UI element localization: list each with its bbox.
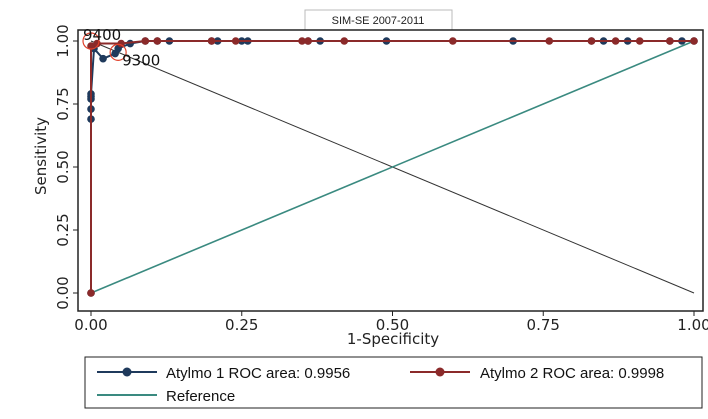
legend-marker-atylmo2 (435, 367, 445, 377)
x-tick-label: 1.00 (677, 316, 708, 334)
legend-label-reference: Reference (166, 388, 235, 405)
x-tick-label: 0.75 (527, 316, 560, 334)
atylmo2-roc-point (87, 42, 95, 50)
x-tick-label: 0.25 (225, 316, 258, 334)
atylmo2-roc-point (545, 37, 554, 45)
legend-label-atylmo1: Atylmo 1 ROC area: 0.9956 (166, 365, 350, 382)
x-axis: 0.00 0.25 0.50 0.75 1.00 (74, 310, 708, 334)
legend-label-atylmo2: Atylmo 2 ROC area: 0.9998 (480, 365, 664, 382)
annotation-circle (109, 43, 127, 61)
annotation-label: 9300 (122, 51, 160, 69)
atylmo2-roc-point (449, 37, 457, 45)
x-tick-label: 0.50 (376, 316, 409, 334)
plot-frame (77, 29, 704, 312)
atylmo1-roc-point (99, 54, 107, 63)
reference-line (90, 40, 695, 294)
atylmo2-roc-point (304, 37, 312, 45)
chart-title: SIM-SE 2007-2011 (332, 15, 425, 27)
atylmo2-roc-point (611, 37, 620, 45)
x-axis-title: 1-Specificity (347, 330, 439, 348)
atylmo2-roc-point (141, 37, 150, 45)
x-tick-label: 0.00 (74, 316, 107, 334)
legend-marker-atylmo1 (122, 367, 132, 377)
annotation-label: 9400 (83, 26, 121, 44)
y-tick-label: 0.25 (54, 213, 72, 246)
y-tick-label: 0.75 (54, 87, 72, 120)
y-axis-title: Sensitivity (32, 117, 50, 195)
atylmo2-roc-point (690, 37, 698, 45)
atylmo2-roc-point (298, 37, 306, 45)
annotation-circle (82, 32, 100, 50)
atylmo2-roc-point (153, 37, 162, 45)
y-tick-label: 0.50 (54, 150, 72, 183)
series-layer (87, 37, 698, 297)
y-axis: 0.00 0.25 0.50 0.75 1.00 (54, 24, 79, 311)
atylmo2-roc-point (666, 37, 674, 45)
atylmo2-roc-point (635, 37, 644, 45)
atylmo2-roc-point (340, 37, 349, 45)
atylmo2-roc-point (87, 289, 95, 297)
atylmo2-roc-point (207, 37, 216, 45)
y-tick-label: 0.00 (54, 276, 72, 309)
legend-box (84, 356, 703, 409)
y-tick-label: 1.00 (54, 24, 72, 57)
atylmo2-roc-point (231, 37, 240, 45)
atylmo2-roc-point (587, 37, 596, 45)
legend: Atylmo 1 ROC area: 0.9956 Atylmo 2 ROC a… (84, 356, 703, 409)
